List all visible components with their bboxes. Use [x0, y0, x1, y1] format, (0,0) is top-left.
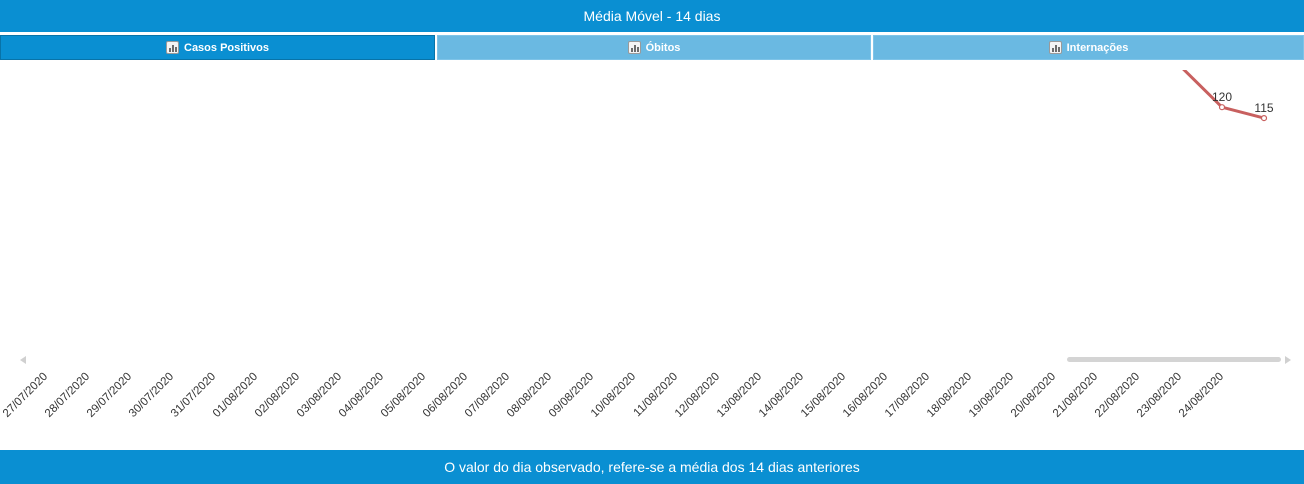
footer-note: O valor do dia observado, refere-se a mé…	[444, 459, 860, 475]
series-line	[1182, 70, 1265, 120]
data-point[interactable]	[1260, 114, 1268, 122]
tab-bar: Casos Positivos Óbitos Internações	[0, 35, 1304, 62]
footer-note-bar: O valor do dia observado, refere-se a mé…	[0, 450, 1304, 484]
chart-area: 1571641661721761771781851791771761691701…	[0, 70, 1304, 440]
tab-label: Óbitos	[645, 41, 681, 54]
chart-title-bar: Média Móvel - 14 dias	[0, 0, 1304, 32]
scroll-left-arrow[interactable]	[20, 356, 26, 364]
tab-casos-positivos[interactable]: Casos Positivos	[0, 35, 435, 60]
data-label: 120	[1212, 90, 1232, 104]
chart-icon	[1048, 41, 1062, 54]
line-chart: 1571641661721761771781851791771761691701…	[1, 70, 1291, 420]
chart-icon	[166, 41, 179, 54]
tab-label: Casos Positivos	[184, 41, 269, 54]
data-label: 115	[1254, 101, 1273, 115]
tab-obitos[interactable]: Óbitos	[437, 35, 871, 60]
tab-label: Internações	[1066, 41, 1129, 54]
x-tick-label: 24/08/2020	[1177, 371, 1226, 420]
scroll-right-arrow[interactable]	[1285, 356, 1291, 364]
tab-internacoes[interactable]: Internações	[873, 35, 1304, 60]
chart-icon	[627, 41, 641, 54]
data-point[interactable]	[1218, 104, 1226, 111]
page-title: Média Móvel - 14 dias	[583, 8, 721, 24]
scrollbar-thumb[interactable]	[1067, 357, 1281, 362]
x-tick-label: 10/08/2020	[589, 371, 638, 420]
